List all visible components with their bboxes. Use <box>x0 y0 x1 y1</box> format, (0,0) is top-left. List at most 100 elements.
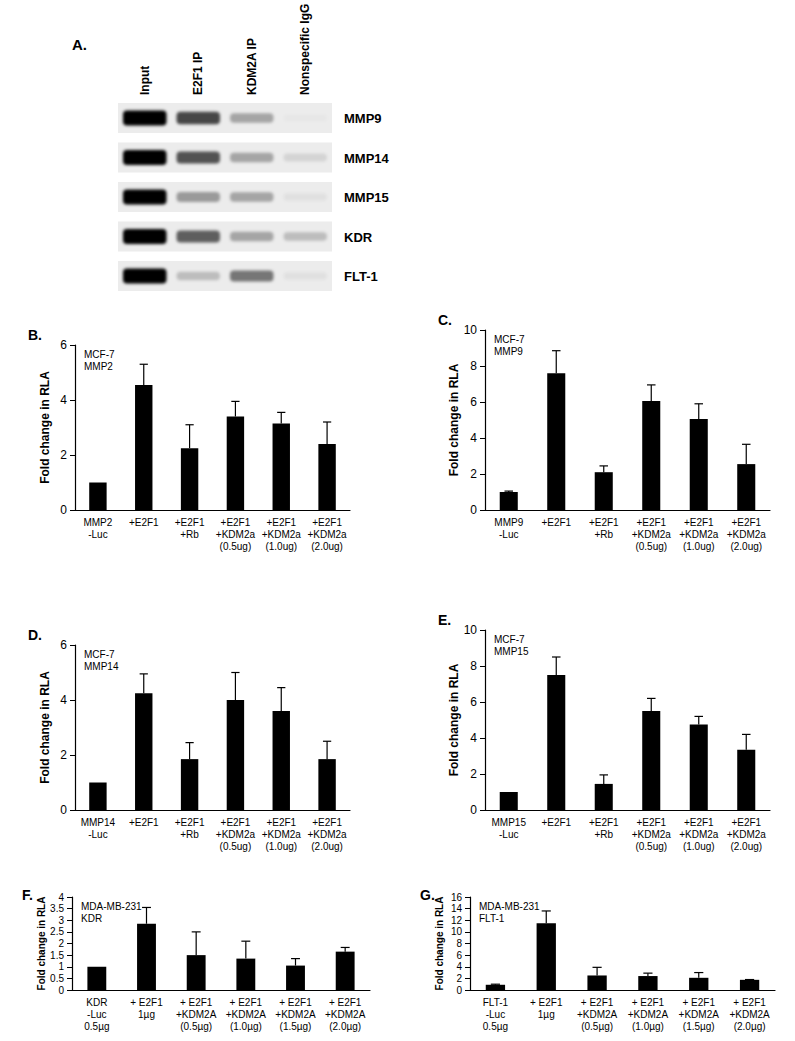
svg-text:MMP9: MMP9 <box>344 111 382 126</box>
svg-text:+KDM2a: +KDM2a <box>216 829 256 840</box>
svg-text:+KDM2a: +KDM2a <box>679 529 719 540</box>
svg-text:G.: G. <box>420 887 435 903</box>
svg-text:+ E2F1: + E2F1 <box>733 997 766 1008</box>
svg-text:+E2F1: +E2F1 <box>129 817 159 828</box>
svg-text:1µg: 1µg <box>538 1009 555 1020</box>
svg-text:Input: Input <box>138 66 152 95</box>
svg-text:+KDM2A: +KDM2A <box>275 1009 316 1020</box>
svg-text:+E2F1: +E2F1 <box>541 517 571 528</box>
svg-text:+E2F1: +E2F1 <box>731 817 761 828</box>
svg-text:+KDM2A: +KDM2A <box>679 1009 720 1020</box>
svg-text:(0.5ug): (0.5ug) <box>635 841 667 852</box>
svg-text:(1.5µg): (1.5µg) <box>280 1021 312 1032</box>
svg-text:6: 6 <box>456 950 462 961</box>
svg-text:+KDM2a: +KDM2a <box>632 829 672 840</box>
svg-text:+E2F1: +E2F1 <box>221 817 251 828</box>
svg-text:(1.5µg): (1.5µg) <box>683 1021 715 1032</box>
svg-text:3.5: 3.5 <box>50 903 64 914</box>
svg-text:+E2F1: +E2F1 <box>312 517 342 528</box>
svg-text:(1.0ug): (1.0ug) <box>683 541 715 552</box>
svg-text:+ E2F1: + E2F1 <box>329 997 362 1008</box>
svg-text:MDA-MB-231: MDA-MB-231 <box>81 901 142 912</box>
svg-text:2: 2 <box>456 973 462 984</box>
svg-text:(2.0ug): (2.0ug) <box>311 541 343 552</box>
svg-text:MDA-MB-231: MDA-MB-231 <box>479 901 540 912</box>
svg-text:+KDM2A: +KDM2A <box>729 1009 770 1020</box>
svg-text:+ E2F1: + E2F1 <box>180 997 213 1008</box>
svg-text:0: 0 <box>60 803 67 817</box>
svg-text:MMP2: MMP2 <box>83 517 112 528</box>
svg-text:16: 16 <box>451 892 463 903</box>
svg-text:MCF-7: MCF-7 <box>84 349 115 360</box>
svg-text:6: 6 <box>470 695 477 709</box>
svg-text:+KDM2A: +KDM2A <box>577 1009 618 1020</box>
svg-text:(1.0ug): (1.0ug) <box>265 541 297 552</box>
svg-text:MCF-7: MCF-7 <box>84 649 115 660</box>
svg-text:-Luc: -Luc <box>88 829 107 840</box>
svg-text:2: 2 <box>60 448 67 462</box>
svg-text:+KDM2A: +KDM2A <box>628 1009 669 1020</box>
svg-text:F.: F. <box>22 887 33 903</box>
svg-text:+ E2F1: + E2F1 <box>530 997 563 1008</box>
svg-text:Fold change in RLA: Fold change in RLA <box>447 363 461 476</box>
svg-text:+E2F1: +E2F1 <box>266 817 296 828</box>
svg-text:+KDM2A: +KDM2A <box>226 1009 267 1020</box>
svg-text:4: 4 <box>60 693 67 707</box>
svg-text:C.: C. <box>438 312 452 328</box>
svg-text:MMP9: MMP9 <box>494 346 523 357</box>
svg-text:+ E2F1: + E2F1 <box>230 997 263 1008</box>
svg-text:+KDM2a: +KDM2a <box>216 529 256 540</box>
svg-text:(2.0µg): (2.0µg) <box>734 1021 766 1032</box>
svg-text:+Rb: +Rb <box>594 529 613 540</box>
svg-text:2: 2 <box>58 938 64 949</box>
svg-text:+KDM2a: +KDM2a <box>679 829 719 840</box>
svg-text:14: 14 <box>451 903 463 914</box>
svg-text:-Luc: -Luc <box>87 1009 106 1020</box>
svg-text:KDR: KDR <box>81 913 102 924</box>
svg-text:10: 10 <box>451 926 463 937</box>
svg-text:-Luc: -Luc <box>499 529 518 540</box>
svg-text:+E2F1: +E2F1 <box>312 817 342 828</box>
svg-text:A.: A. <box>72 36 87 53</box>
svg-text:+KDM2A: +KDM2A <box>176 1009 217 1020</box>
svg-text:+E2F1: +E2F1 <box>175 517 205 528</box>
svg-text:+KDM2a: +KDM2a <box>727 529 767 540</box>
svg-text:(1.0ug): (1.0ug) <box>265 841 297 852</box>
svg-text:2.5: 2.5 <box>50 926 64 937</box>
svg-text:2: 2 <box>60 748 67 762</box>
svg-text:6: 6 <box>470 395 477 409</box>
svg-text:MMP2: MMP2 <box>84 361 113 372</box>
svg-text:B.: B. <box>28 327 42 343</box>
svg-text:+Rb: +Rb <box>180 829 199 840</box>
svg-text:(1.0µg): (1.0µg) <box>230 1021 262 1032</box>
svg-text:Fold change in RLA: Fold change in RLA <box>38 671 52 784</box>
svg-text:4: 4 <box>470 731 477 745</box>
svg-text:2: 2 <box>470 767 477 781</box>
svg-text:MCF-7: MCF-7 <box>494 634 525 645</box>
svg-text:+Rb: +Rb <box>180 529 199 540</box>
svg-text:Fold change in RLA: Fold change in RLA <box>36 897 47 991</box>
svg-text:+ E2F1: + E2F1 <box>581 997 614 1008</box>
svg-text:+Rb: +Rb <box>594 829 613 840</box>
svg-text:1: 1 <box>58 961 64 972</box>
svg-text:8: 8 <box>470 659 477 673</box>
svg-text:(2.0ug): (2.0ug) <box>311 841 343 852</box>
svg-text:E.: E. <box>438 612 451 628</box>
svg-text:0: 0 <box>470 503 477 517</box>
svg-text:+E2F1: +E2F1 <box>129 517 159 528</box>
svg-text:Nonspecific IgG: Nonspecific IgG <box>298 4 312 95</box>
svg-text:E2F1 IP: E2F1 IP <box>191 52 205 95</box>
svg-text:4: 4 <box>456 961 462 972</box>
svg-text:+E2F1: +E2F1 <box>175 817 205 828</box>
svg-text:(2.0ug): (2.0ug) <box>730 841 762 852</box>
svg-text:+KDM2a: +KDM2a <box>262 529 302 540</box>
svg-text:(0.5µg): (0.5µg) <box>180 1021 212 1032</box>
svg-text:KDR: KDR <box>86 997 107 1008</box>
svg-text:+KDM2a: +KDM2a <box>307 529 347 540</box>
svg-text:0: 0 <box>456 985 462 996</box>
svg-text:+ E2F1: + E2F1 <box>682 997 715 1008</box>
svg-text:+KDM2a: +KDM2a <box>262 829 302 840</box>
svg-text:(2.0ug): (2.0ug) <box>730 541 762 552</box>
svg-text:(2.0µg): (2.0µg) <box>329 1021 361 1032</box>
svg-text:-Luc: -Luc <box>88 529 107 540</box>
